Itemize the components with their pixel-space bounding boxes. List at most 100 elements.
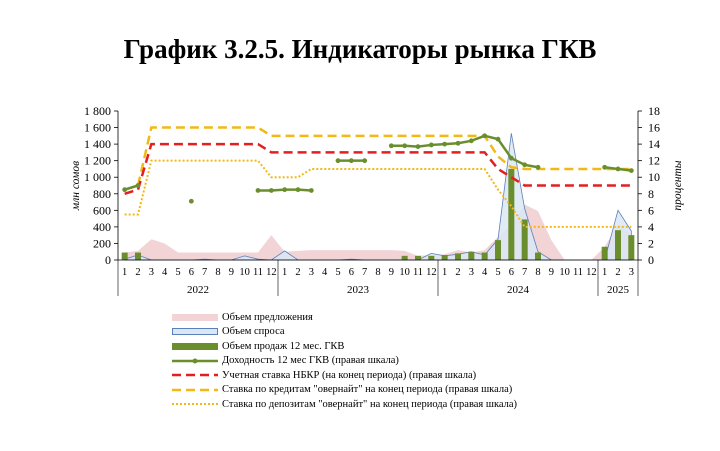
- month-label: 7: [362, 267, 367, 278]
- line-yield: [124, 134, 632, 192]
- point-yield: [522, 162, 528, 168]
- bar-sales: [121, 252, 128, 260]
- point-yield: [428, 142, 434, 148]
- month-label: 3: [629, 267, 634, 278]
- right-tick-label: 6: [648, 203, 654, 217]
- month-label: 2: [455, 267, 460, 278]
- bar-sales: [495, 240, 501, 260]
- month-label: 7: [522, 267, 527, 278]
- month-label: 8: [535, 267, 540, 278]
- point-yield: [268, 188, 274, 193]
- point-yield: [468, 138, 474, 144]
- month-label: 6: [189, 267, 194, 278]
- point-yield: [188, 198, 194, 204]
- legend-label-offer: Объем предложения: [222, 311, 313, 323]
- bar-sales: [508, 168, 515, 260]
- month-label: 4: [322, 267, 328, 278]
- month-label: 4: [162, 267, 168, 278]
- left-tick-label: 400: [93, 220, 111, 234]
- point-yield: [415, 144, 421, 149]
- point-yield: [495, 136, 501, 142]
- month-label: 6: [509, 267, 514, 278]
- month-label: 10: [239, 267, 250, 278]
- point-yield: [628, 168, 634, 174]
- left-tick-label: 1 600: [84, 121, 111, 135]
- year-label: 2025: [607, 284, 630, 296]
- point-yield: [388, 143, 394, 149]
- left-tick-label: 1 200: [84, 154, 111, 168]
- point-yield: [535, 164, 541, 170]
- point-yield: [482, 133, 488, 139]
- left-tick-label: 1 800: [84, 104, 111, 118]
- legend-swatch-policy-rate: [172, 370, 218, 380]
- month-label: 7: [202, 267, 207, 278]
- legend-label-overnight-deposit: Ставка по депозитам "овернайт" на конец …: [222, 398, 518, 410]
- point-yield: [335, 158, 341, 164]
- month-label: 8: [375, 267, 380, 278]
- month-label: 11: [253, 267, 263, 278]
- month-label: 4: [482, 267, 488, 278]
- left-tick-label: 800: [93, 187, 111, 201]
- legend-swatch-overnight-deposit: [172, 399, 218, 409]
- month-label: 6: [349, 267, 354, 278]
- legend-item-demand: Объем спроса: [172, 325, 517, 340]
- legend-item-overnight-deposit: Ставка по депозитам "овернайт" на конец …: [172, 397, 517, 412]
- month-label: 12: [266, 267, 277, 278]
- month-label: 2: [135, 267, 140, 278]
- legend-swatch-demand: [172, 327, 218, 337]
- area-series-0: [124, 204, 632, 260]
- legend-label-yield: Доходность 12 мес ГКВ (правая шкала): [222, 355, 399, 367]
- legend-swatch-overnight-credit: [172, 385, 218, 395]
- bar-sales: [135, 252, 141, 260]
- right-tick-label: 18: [648, 104, 660, 118]
- left-tick-label: 1 000: [84, 170, 111, 184]
- point-yield: [255, 188, 261, 193]
- month-label: 10: [559, 267, 570, 278]
- point-yield: [308, 188, 314, 193]
- legend-swatch-offer: [172, 312, 218, 322]
- bar-sales: [415, 255, 421, 260]
- bar-sales: [455, 253, 461, 260]
- point-yield: [442, 141, 448, 147]
- point-yield: [508, 155, 514, 161]
- bar-sales: [481, 252, 488, 260]
- year-label: 2022: [187, 284, 209, 296]
- bar-sales: [468, 251, 475, 260]
- month-label: 2: [615, 267, 620, 278]
- month-label: 3: [309, 267, 314, 278]
- year-label: 2024: [507, 284, 530, 296]
- legend-item-sales: Объем продаж 12 мес. ГКВ: [172, 339, 517, 354]
- left-tick-label: 600: [93, 203, 111, 217]
- month-label: 5: [175, 267, 180, 278]
- legend-label-overnight-credit: Ставка по кредитам "овернайт" на конец п…: [222, 384, 513, 396]
- left-tick-label: 200: [93, 236, 111, 250]
- month-label: 1: [602, 267, 607, 278]
- legend-item-yield: Доходность 12 мес ГКВ (правая шкала): [172, 354, 517, 369]
- bar-sales: [615, 230, 621, 260]
- bar-sales: [401, 255, 408, 260]
- point-yield: [402, 143, 408, 149]
- right-tick-label: 10: [648, 170, 660, 184]
- month-label: 1: [442, 267, 447, 278]
- left-tick-label: 0: [105, 253, 111, 267]
- legend-swatch-sales: [172, 341, 218, 351]
- point-yield: [362, 158, 368, 164]
- month-label: 8: [215, 267, 220, 278]
- point-yield: [348, 158, 354, 164]
- right-tick-label: 14: [648, 137, 660, 151]
- legend-label-policy-rate: Учетная ставка НБКР (на конец периода) (…: [222, 369, 477, 381]
- right-axis-title: проценты: [672, 160, 684, 210]
- month-label: 10: [399, 267, 410, 278]
- month-label: 9: [549, 267, 554, 278]
- right-tick-label: 4: [648, 220, 654, 234]
- month-label: 11: [413, 267, 423, 278]
- month-label: 9: [389, 267, 394, 278]
- right-tick-label: 16: [648, 121, 660, 135]
- month-label: 5: [495, 267, 500, 278]
- bar-sales: [441, 255, 448, 260]
- point-yield: [295, 187, 301, 193]
- month-label: 9: [229, 267, 234, 278]
- legend-label-sales: Объем продаж 12 мес. ГКВ: [222, 340, 345, 352]
- month-label: 5: [335, 267, 340, 278]
